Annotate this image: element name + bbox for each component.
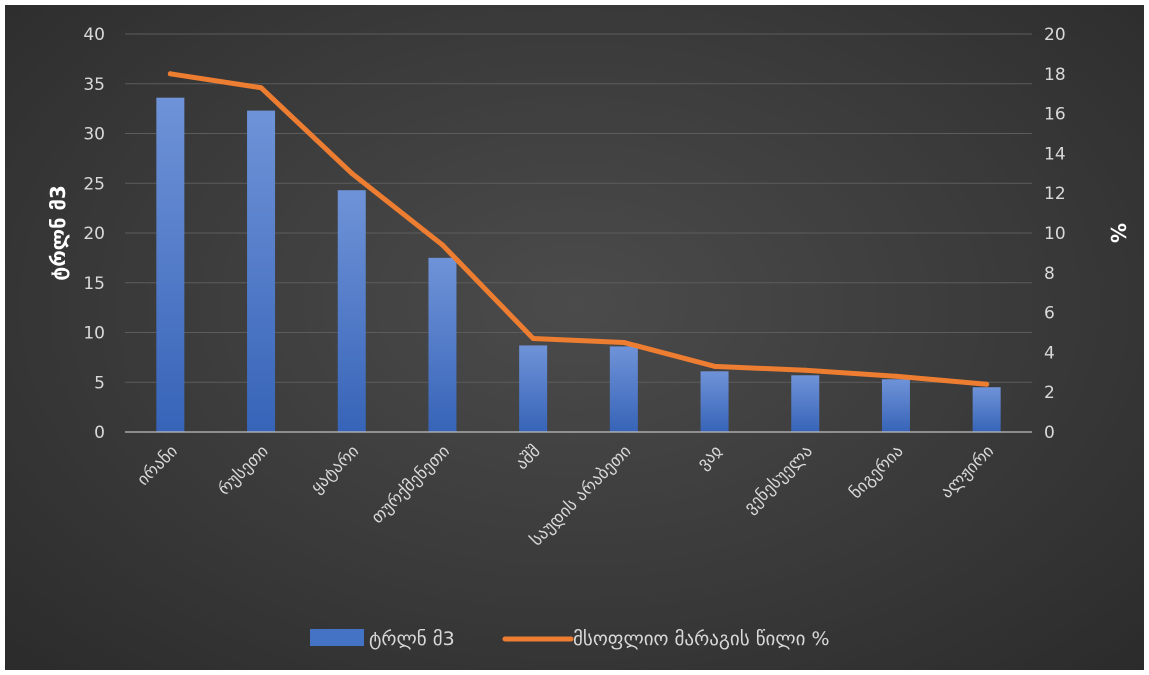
- x-tick-label: ვაჲ: [694, 441, 727, 474]
- line-point: [349, 170, 355, 176]
- line-point: [258, 85, 264, 91]
- x-tick-label: ყატარი: [307, 441, 363, 497]
- y-tick-label-right: 0: [1044, 423, 1055, 443]
- bar: [156, 97, 185, 433]
- y-tick-label-right: 8: [1044, 264, 1055, 284]
- line-point: [439, 242, 445, 248]
- y-axis-title-right: %: [1106, 223, 1130, 243]
- x-tick-label: ვენესუელა: [740, 441, 816, 517]
- bar: [428, 257, 457, 432]
- bar: [247, 110, 276, 433]
- x-tick-label: რუსეთი: [214, 441, 272, 499]
- bar: [700, 371, 729, 432]
- y-tick-label-right: 6: [1044, 304, 1055, 324]
- y-tick-label-left: 30: [83, 125, 105, 145]
- x-tick-label: თურქმენეთი: [368, 441, 454, 527]
- chart-svg: 0 5 10 15 20 25 30 35 40 0 2 4 6 8 10 12 14 16 18 20 ირანი რუ…: [46, 25, 1130, 650]
- line-point: [621, 339, 627, 345]
- y-tick-label-left: 0: [94, 423, 105, 443]
- share-line: [167, 71, 990, 387]
- y-tick-label-right: 10: [1044, 224, 1066, 244]
- line-point: [712, 363, 718, 369]
- y-tick-label-right: 2: [1044, 383, 1055, 403]
- x-tick-label: საუდის არაბეთი: [526, 441, 635, 550]
- line-point: [802, 367, 808, 373]
- bar: [519, 345, 548, 432]
- line-series: [167, 71, 990, 387]
- x-tick-label: აშშ: [512, 441, 545, 474]
- legend: ტრლნ მ3 მსოფლიო მარაგის წილი %: [310, 628, 830, 650]
- bar: [881, 379, 910, 432]
- legend-label-bar: ტრლნ მ3: [369, 628, 455, 650]
- bar: [791, 375, 820, 432]
- y-tick-label-left: 25: [83, 174, 105, 194]
- bar: [337, 190, 366, 432]
- line-point: [530, 335, 536, 341]
- x-tick-label: ალჟირი: [937, 441, 998, 502]
- legend-label-line: მსოფლიო მარაგის წილი %: [573, 628, 830, 650]
- y-tick-label-left: 20: [83, 224, 105, 244]
- chart-area: 0 5 10 15 20 25 30 35 40 0 2 4 6 8 10 12 14 16 18 20 ირანი რუ…: [5, 5, 1144, 670]
- line-point: [167, 71, 173, 77]
- bar-series: [156, 97, 1001, 433]
- y-tick-label-right: 4: [1044, 343, 1055, 363]
- y-tick-label-left: 10: [83, 324, 105, 344]
- y-tick-label-left: 40: [83, 25, 105, 45]
- line-point: [893, 373, 899, 379]
- x-tick-label: ირანი: [133, 441, 182, 490]
- bar: [972, 387, 1001, 432]
- y-tick-label-left: 35: [83, 75, 105, 95]
- y-tick-label-right: 14: [1044, 144, 1066, 164]
- bar: [609, 346, 638, 432]
- legend-swatch-bar: [310, 629, 364, 646]
- line-point: [984, 381, 990, 387]
- y-tick-label-left: 5: [94, 373, 105, 393]
- x-tick-label: ნიგერია: [846, 441, 908, 503]
- y-tick-label-left: 15: [83, 274, 105, 294]
- y-tick-label-right: 12: [1044, 184, 1066, 204]
- y-tick-label-right: 18: [1044, 65, 1066, 85]
- axes: 0 5 10 15 20 25 30 35 40 0 2 4 6 8 10 12 14 16 18 20 ირანი რუ…: [46, 25, 1130, 550]
- y-tick-label-right: 20: [1044, 25, 1066, 45]
- y-axis-title-left: ტრლნ მ3: [46, 185, 70, 281]
- y-tick-label-right: 16: [1044, 105, 1066, 125]
- gridlines: [125, 33, 1032, 383]
